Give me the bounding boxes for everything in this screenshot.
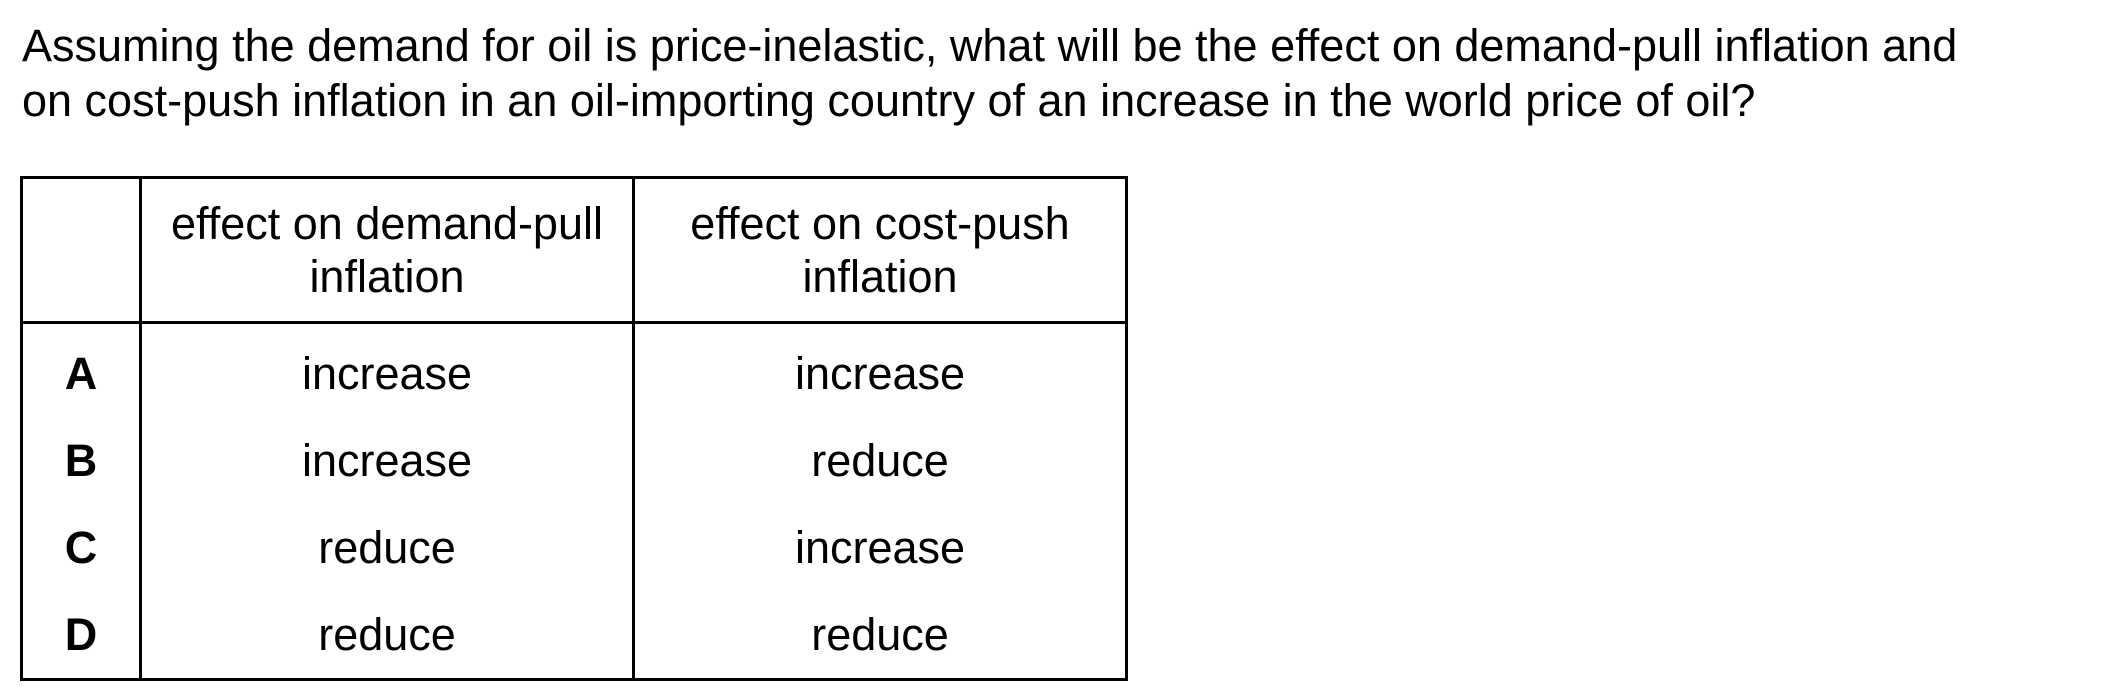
table-row: A increase increase — [20, 322, 1128, 417]
table-header-row: effect on demand-pull inflation effect o… — [20, 176, 1128, 324]
question-line-1: Assuming the demand for oil is price-ine… — [22, 20, 1958, 71]
demand-pull-cell: reduce — [139, 504, 635, 591]
header-demand-pull-line-1: effect on demand-pull — [171, 198, 603, 249]
header-cost-push-line-1: effect on cost-push — [690, 198, 1070, 249]
answer-options-table: effect on demand-pull inflation effect o… — [20, 176, 1128, 681]
option-letter: A — [20, 322, 142, 417]
cost-push-cell: reduce — [632, 591, 1128, 680]
header-cost-push-line-2: inflation — [802, 251, 958, 302]
demand-pull-cell: reduce — [139, 591, 635, 680]
table-row: C reduce increase — [20, 504, 1128, 591]
header-cost-push: effect on cost-push inflation — [632, 176, 1128, 324]
header-option-letter — [20, 176, 142, 324]
option-letter: B — [20, 417, 142, 504]
header-demand-pull-line-2: inflation — [309, 251, 465, 302]
table-row: D reduce reduce — [20, 591, 1128, 680]
cost-push-cell: increase — [632, 322, 1128, 417]
demand-pull-cell: increase — [139, 417, 635, 504]
question-line-2: on cost-push inflation in an oil-importi… — [22, 75, 1756, 126]
question-text: Assuming the demand for oil is price-ine… — [22, 18, 2082, 128]
demand-pull-cell: increase — [139, 322, 635, 417]
table-row: B increase reduce — [20, 417, 1128, 504]
option-letter: C — [20, 504, 142, 591]
header-demand-pull: effect on demand-pull inflation — [139, 176, 635, 324]
option-letter: D — [20, 591, 142, 680]
cost-push-cell: reduce — [632, 417, 1128, 504]
cost-push-cell: increase — [632, 504, 1128, 591]
